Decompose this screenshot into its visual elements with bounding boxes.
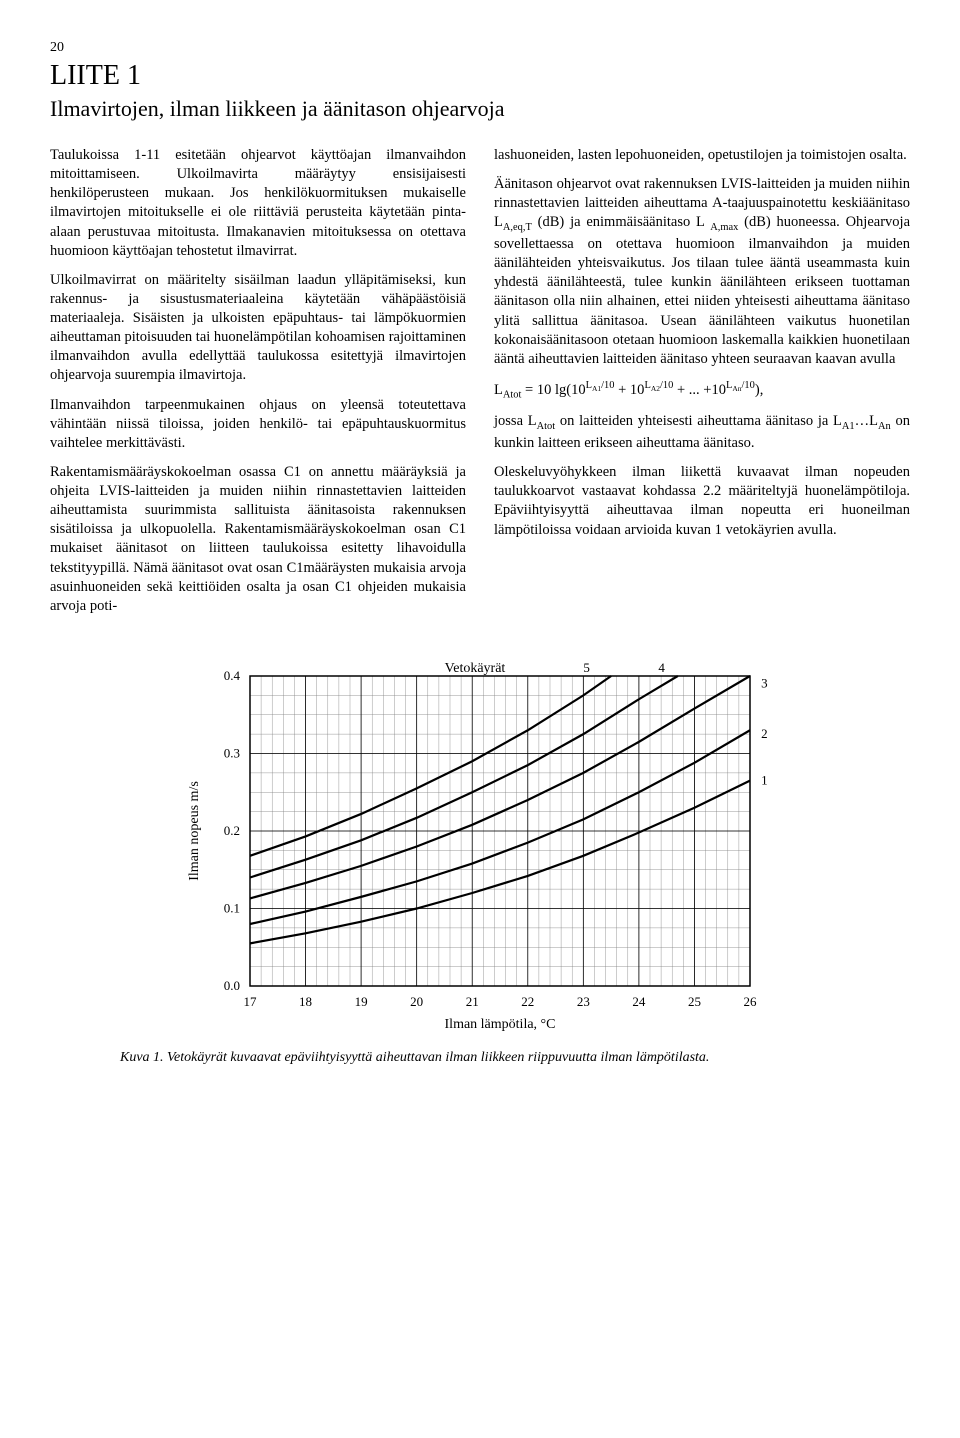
svg-text:18: 18 bbox=[299, 994, 312, 1009]
svg-text:24: 24 bbox=[632, 994, 646, 1009]
svg-text:Vetokäyrät: Vetokäyrät bbox=[445, 661, 506, 676]
svg-text:22: 22 bbox=[521, 994, 534, 1009]
svg-text:5: 5 bbox=[583, 660, 590, 675]
figure-caption: Kuva 1. Vetokäyrät kuvaavat epäviihtyisy… bbox=[120, 1050, 760, 1066]
left-p2: Ulkoilmavirrat on määritelty sisäilman l… bbox=[50, 271, 466, 386]
draft-curves-chart: 12345171819202122232425260.00.10.20.30.4… bbox=[180, 656, 780, 1036]
svg-text:25: 25 bbox=[688, 994, 701, 1009]
svg-text:21: 21 bbox=[466, 994, 479, 1009]
right-column: lashuoneiden, lasten lepohuoneiden, opet… bbox=[494, 146, 910, 626]
right-p3: jossa LAtot on laitteiden yhteisesti aih… bbox=[494, 412, 910, 453]
text-columns: Taulukoissa 1-11 esitetään ohjearvot käy… bbox=[50, 146, 910, 626]
svg-text:0.3: 0.3 bbox=[224, 745, 240, 760]
svg-text:2: 2 bbox=[761, 726, 768, 741]
right-p4: Oleskeluvyöhykkeen ilman liikettä kuvaav… bbox=[494, 463, 910, 540]
svg-text:4: 4 bbox=[658, 660, 665, 675]
svg-text:0.4: 0.4 bbox=[224, 668, 241, 683]
svg-text:0.2: 0.2 bbox=[224, 823, 240, 838]
page-number: 20 bbox=[50, 40, 910, 56]
right-p2: Äänitason ohjearvot ovat rakennuksen LVI… bbox=[494, 175, 910, 369]
formula: LAtot = 10 lg(10LA1/10 + 10LA2/10 + ... … bbox=[494, 379, 910, 402]
svg-text:23: 23 bbox=[577, 994, 590, 1009]
svg-text:0.1: 0.1 bbox=[224, 900, 240, 915]
svg-text:1: 1 bbox=[761, 772, 768, 787]
left-p4: Rakentamismääräyskokoelman osassa C1 on … bbox=[50, 463, 466, 616]
svg-text:Ilman nopeus m/s: Ilman nopeus m/s bbox=[187, 781, 202, 881]
svg-text:Ilman lämpötila, °C: Ilman lämpötila, °C bbox=[445, 1017, 556, 1032]
right-p1: lashuoneiden, lasten lepohuoneiden, opet… bbox=[494, 146, 910, 165]
svg-text:0.0: 0.0 bbox=[224, 978, 240, 993]
svg-text:17: 17 bbox=[244, 994, 258, 1009]
left-p3: Ilmanvaihdon tarpeenmukainen ohjaus on y… bbox=[50, 396, 466, 453]
left-p1: Taulukoissa 1-11 esitetään ohjearvot käy… bbox=[50, 146, 466, 261]
chart-container: 12345171819202122232425260.00.10.20.30.4… bbox=[50, 656, 910, 1036]
svg-text:3: 3 bbox=[761, 676, 768, 691]
svg-text:19: 19 bbox=[355, 994, 368, 1009]
svg-text:26: 26 bbox=[744, 994, 758, 1009]
left-column: Taulukoissa 1-11 esitetään ohjearvot käy… bbox=[50, 146, 466, 626]
document-subtitle: Ilmavirtojen, ilman liikkeen ja äänitaso… bbox=[50, 96, 910, 122]
svg-text:20: 20 bbox=[410, 994, 423, 1009]
document-title: LIITE 1 bbox=[50, 60, 910, 92]
